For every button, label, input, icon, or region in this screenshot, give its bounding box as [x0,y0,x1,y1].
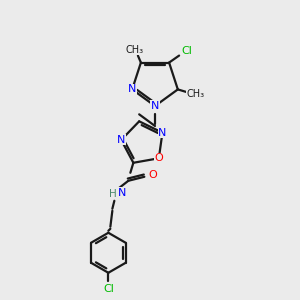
Text: N: N [128,84,136,94]
Text: CH₃: CH₃ [126,45,144,55]
Text: H: H [110,189,117,199]
Text: N: N [117,135,125,145]
Text: Cl: Cl [103,284,114,294]
Text: Cl: Cl [182,46,193,56]
Text: N: N [151,101,159,111]
Text: O: O [154,153,163,163]
Text: N: N [158,128,166,138]
Text: O: O [148,170,157,180]
Text: CH₃: CH₃ [187,89,205,99]
Text: N: N [118,188,127,198]
